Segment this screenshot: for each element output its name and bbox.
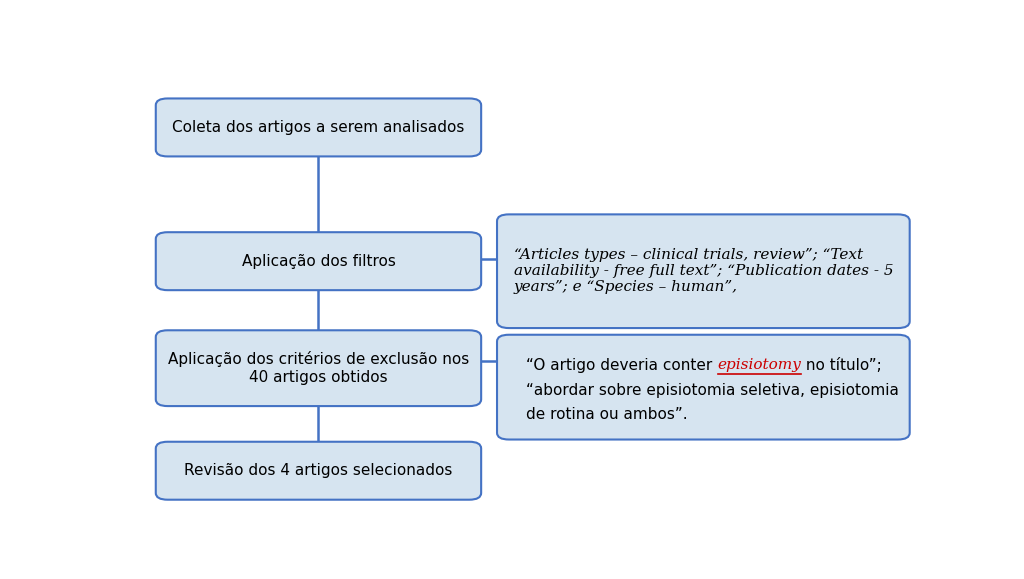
Text: episiotomy: episiotomy [718,358,802,372]
Text: “O artigo deveria conter: “O artigo deveria conter [526,358,718,373]
Text: de rotina ou ambos”.: de rotina ou ambos”. [526,408,688,423]
Text: “Articles types – clinical trials, review”; “Text
availability - free full text”: “Articles types – clinical trials, revie… [514,248,893,294]
Text: no título”;: no título”; [802,358,882,373]
FancyBboxPatch shape [156,442,481,500]
FancyBboxPatch shape [497,335,909,439]
Text: Aplicação dos filtros: Aplicação dos filtros [242,254,395,269]
FancyBboxPatch shape [156,98,481,156]
Text: Revisão dos 4 artigos selecionados: Revisão dos 4 artigos selecionados [184,463,453,478]
Text: Aplicação dos critérios de exclusão nos
40 artigos obtidos: Aplicação dos critérios de exclusão nos … [168,351,469,385]
FancyBboxPatch shape [156,232,481,290]
FancyBboxPatch shape [156,330,481,406]
Text: Coleta dos artigos a serem analisados: Coleta dos artigos a serem analisados [172,120,465,135]
FancyBboxPatch shape [497,214,909,328]
Text: “abordar sobre episiotomia seletiva, episiotomia: “abordar sobre episiotomia seletiva, epi… [526,383,899,398]
